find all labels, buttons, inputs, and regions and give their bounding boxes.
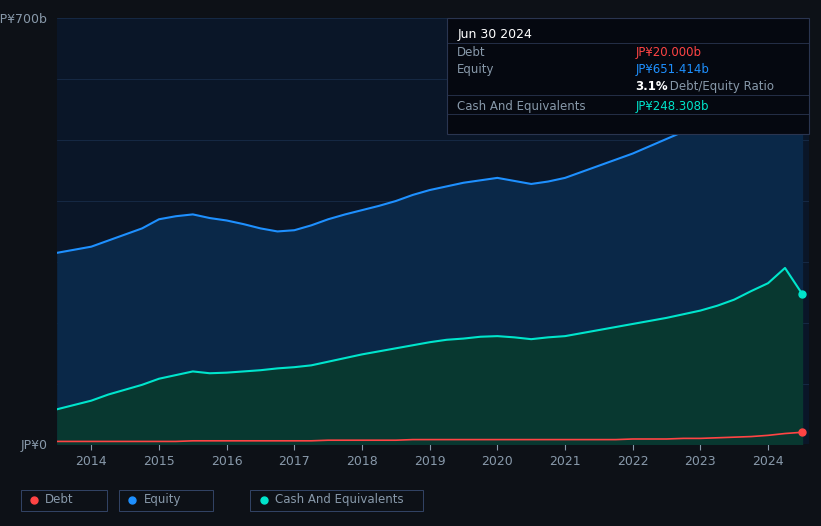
Text: Cash And Equivalents: Cash And Equivalents — [275, 493, 404, 506]
Text: Equity: Equity — [144, 493, 181, 506]
Text: 3.1%: 3.1% — [635, 80, 668, 93]
Text: JP¥248.308b: JP¥248.308b — [635, 100, 709, 113]
Text: Debt/Equity Ratio: Debt/Equity Ratio — [667, 80, 774, 93]
Text: Jun 30 2024: Jun 30 2024 — [457, 28, 532, 41]
Text: Debt: Debt — [457, 46, 486, 59]
Text: Debt: Debt — [45, 493, 74, 506]
Text: Equity: Equity — [457, 64, 495, 76]
Text: JP¥651.414b: JP¥651.414b — [635, 64, 709, 76]
Text: Cash And Equivalents: Cash And Equivalents — [457, 100, 586, 113]
Text: JP¥20.000b: JP¥20.000b — [635, 46, 701, 59]
